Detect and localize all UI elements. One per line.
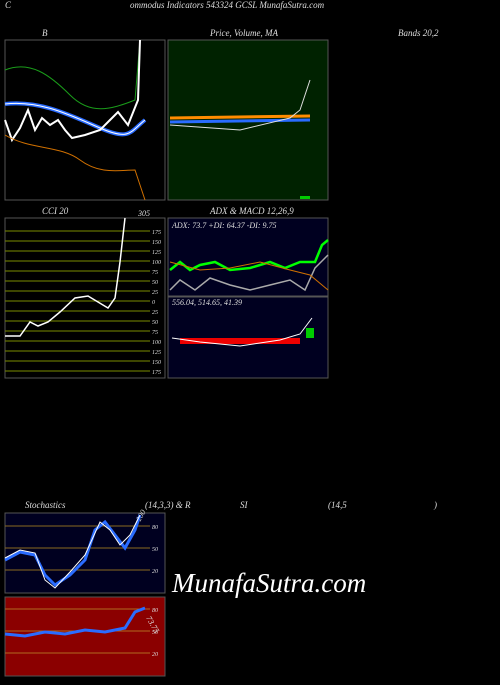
panel-title: Stochastics [25, 500, 66, 510]
adx-line [169, 254, 329, 292]
stoch-k [4, 514, 142, 587]
tick-label: 50 [152, 547, 158, 553]
tick-label: 80 [152, 608, 158, 614]
ma-line [169, 114, 311, 120]
rsi-line [4, 606, 146, 638]
panel-title: B [42, 28, 48, 38]
tick-label: 125 [152, 350, 161, 356]
tick-label: 175 [152, 230, 161, 236]
tick-label: 25 [152, 310, 158, 316]
tick-label: 150 [152, 360, 161, 366]
cci-panel [4, 217, 166, 379]
header-title: ommodus Indicators 543324 GCSL MunafaSut… [130, 0, 325, 10]
histogram [306, 328, 314, 338]
tick-label: 50 [152, 320, 158, 326]
tick-label: 25 [152, 290, 158, 296]
panel-title: Bands 20,2 [398, 28, 439, 38]
panel-title: (14,3,3) & R [145, 500, 191, 510]
panel-title: SI [240, 500, 249, 510]
cci-line [5, 217, 126, 337]
tick-label: 80 [152, 525, 158, 531]
cci-top-label: 305 [137, 209, 150, 218]
ma [4, 102, 146, 135]
panel-title: (14,5 [328, 500, 347, 510]
ma-line [169, 118, 311, 124]
stoch-d [4, 514, 141, 589]
tick-label: 125 [152, 250, 161, 256]
volume [300, 196, 310, 199]
tick-label: 75 [152, 270, 158, 276]
panel-title: CCI 20 [42, 206, 69, 216]
watermark: MunafaSutra.com [171, 568, 366, 598]
panel-title: ADX & MACD 12,26,9 [209, 206, 294, 216]
price-line [169, 79, 311, 131]
panel-title: ) [433, 500, 437, 510]
lower-band [4, 134, 146, 201]
adx-panel [167, 217, 329, 297]
tick-label: 20 [152, 652, 158, 658]
tick-label: 150 [152, 240, 161, 246]
tick-label: 20 [152, 569, 158, 575]
tick-label: 50 [152, 630, 158, 636]
adx-readout: ADX: 73.7 +DI: 64.37 -DI: 9.75 [171, 221, 277, 230]
minus-di [169, 261, 329, 291]
macd-panel [167, 296, 329, 379]
tick-label: 50 [152, 280, 158, 286]
tick-label: 75 [152, 330, 158, 336]
tick-label: 175 [152, 370, 161, 376]
tick-label: 100 [152, 260, 161, 266]
header-left: C [5, 0, 12, 10]
price [4, 39, 141, 143]
histogram [180, 338, 300, 344]
macd-readout: 556.04, 514.65, 41.39 [172, 298, 242, 307]
panel-title: Price, Volume, MA [209, 28, 278, 38]
plus-di [169, 239, 329, 272]
upper-band [4, 39, 141, 110]
tick-label: 0 [152, 300, 155, 306]
macd-line [171, 317, 313, 347]
tick-label: 100 [152, 340, 161, 346]
